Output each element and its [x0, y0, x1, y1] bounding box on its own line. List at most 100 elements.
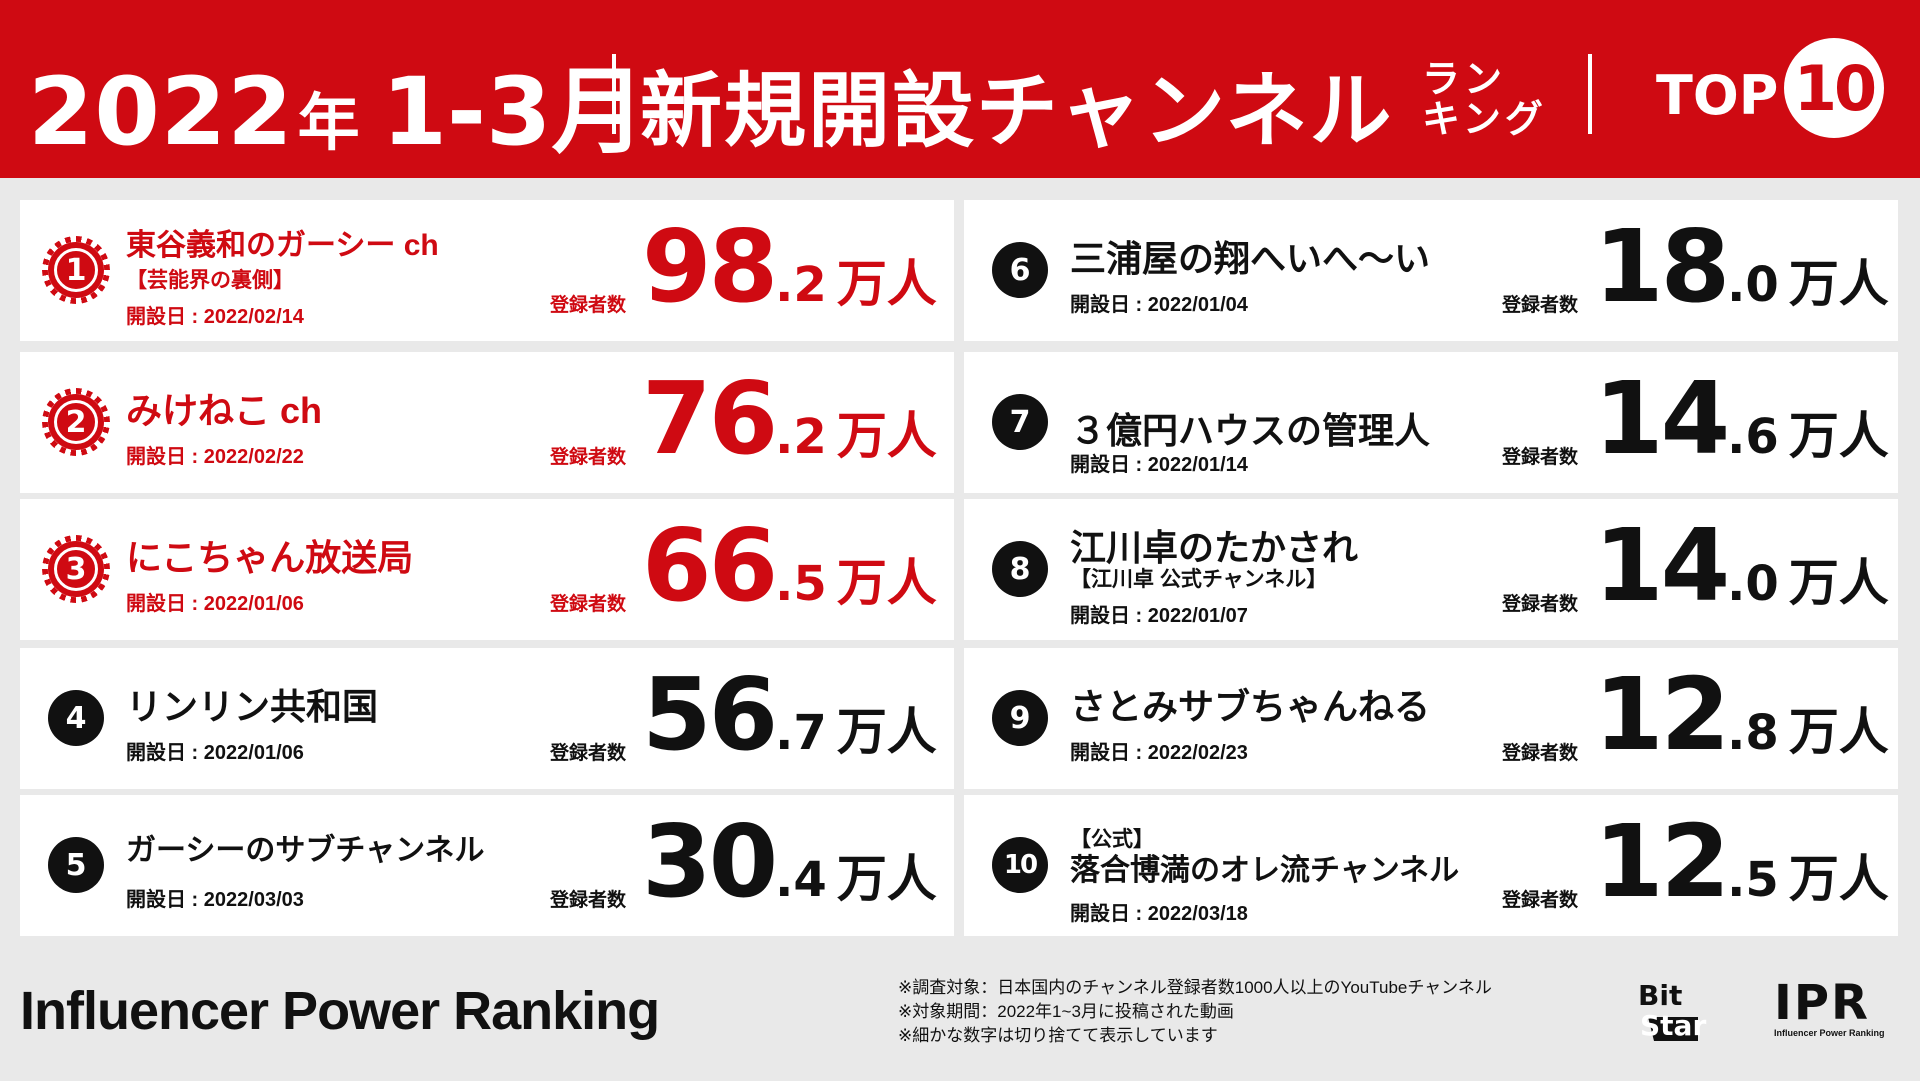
subscriber-count-decimal: .0: [1727, 257, 1779, 313]
bitstar-logo-icon: Bit Star: [1638, 979, 1706, 1042]
subscriber-label: 登録者数: [1502, 890, 1579, 911]
header-divider: [612, 54, 616, 134]
header-banner: 2022 年 1-3月 新規開設チャンネル ラン キング TOP 10: [0, 0, 1920, 178]
channel-name: みけねこ ch: [126, 390, 323, 431]
channel-subtitle: 【芸能界の裏側】: [126, 269, 294, 292]
subscriber-count-decimal: .6: [1727, 409, 1779, 465]
rank-number: 6: [1009, 252, 1031, 288]
svg-text:Bit: Bit: [1638, 979, 1682, 1012]
rank-number: 8: [1009, 551, 1031, 587]
subscriber-label: 登録者数: [1502, 743, 1579, 764]
rank-number: 3: [54, 547, 98, 591]
subscriber-count-integer: 12: [1594, 656, 1730, 773]
subscriber-label: 登録者数: [1502, 594, 1579, 615]
ranking-card: 7 ３億円ハウスの管理人開設日 : 2022/01/14 登録者数 14.6 万人: [964, 352, 1898, 493]
subscriber-count-decimal: .4: [775, 852, 827, 908]
rank-badge: 3: [48, 541, 104, 597]
ranking-card: 1 東谷義和のガーシー ch 【芸能界の裏側】 開設日 : 2022/02/14 登録者…: [20, 200, 954, 341]
footer-note: ※調査対象：日本国内のチャンネル登録者数1000人以上のYouTubeチャンネル: [898, 978, 1492, 997]
subscriber-count-integer: 14: [1594, 507, 1730, 624]
channel-created-date: 開設日 : 2022/03/18: [1070, 903, 1248, 925]
subscriber-count-integer: 12: [1594, 803, 1730, 920]
ranking-card: 5 ガーシーのサブチャンネル 開設日 : 2022/03/03 登録者数 30.4 万人: [20, 795, 954, 936]
ipr-logo-text: IPR: [1774, 975, 1870, 1031]
rank-number: 5: [65, 847, 87, 883]
subscriber-count-unit: 万人: [836, 704, 937, 760]
subscriber-count: 98.2 万人: [642, 208, 937, 325]
subscriber-label: 登録者数: [550, 295, 627, 316]
ranking-card: 2 みけねこ ch 開設日 : 2022/02/22 登録者数 76.2 万人: [20, 352, 954, 493]
rank-number: 4: [65, 700, 87, 736]
subscriber-count-integer: 14: [1594, 360, 1730, 477]
rank-badge: 4: [48, 690, 104, 746]
channel-name: 江川卓のたかされ: [1070, 527, 1359, 568]
subscriber-count-unit: 万人: [836, 851, 937, 907]
subscriber-count-unit: 万人: [836, 555, 937, 611]
bitstar-logo: Bit Star: [1634, 975, 1712, 1045]
rank-badge: 10: [992, 837, 1048, 893]
ranking-card: 6 三浦屋の翔へいへ～い 開設日 : 2022/01/04 登録者数 18.0 万人: [964, 200, 1898, 341]
rank-number: 2: [54, 400, 98, 444]
subscriber-label: 登録者数: [550, 890, 627, 911]
ranking-card: 3 にこちゃん放送局開設日 : 2022/01/06 登録者数 66.5 万人: [20, 499, 954, 640]
subscriber-label: 登録者数: [550, 743, 627, 764]
rank-number: 9: [1009, 700, 1031, 736]
header-period-title: 2022 年 1-3月: [28, 36, 645, 167]
channel-created-date: 開設日 : 2022/03/03: [126, 889, 304, 911]
subscriber-count-unit: 万人: [836, 256, 937, 312]
footer-title: Influencer Power Ranking: [20, 981, 660, 1041]
channel-name: さとみサブちゃんねる: [1070, 686, 1431, 727]
subscriber-count-unit: 万人: [1788, 256, 1889, 312]
footer-note: ※細かな数字は切り捨てて表示しています: [898, 1026, 1218, 1045]
rank-number: 7: [1009, 404, 1031, 440]
subscriber-count-unit: 万人: [836, 408, 937, 464]
header-ranking-line2: キング: [1422, 99, 1547, 141]
channel-created-date: 開設日 : 2022/01/07: [1070, 605, 1248, 627]
subscriber-count-decimal: .5: [775, 556, 827, 612]
subscriber-count: 14.6 万人: [1594, 360, 1889, 477]
subscriber-count-decimal: .5: [1727, 852, 1779, 908]
header-main-title: 新規開設チャンネル: [640, 66, 1394, 157]
channel-name: ３億円ハウスの管理人: [1070, 410, 1431, 451]
subscriber-count-integer: 30: [642, 803, 778, 920]
subscriber-count-unit: 万人: [1788, 555, 1889, 611]
ranking-card: 4 リンリン共和国 開設日 : 2022/01/06 登録者数 56.7 万人: [20, 648, 954, 789]
header-year-suffix: 年: [297, 89, 360, 158]
subscriber-count-decimal: .8: [1727, 705, 1779, 761]
subscriber-count-integer: 66: [642, 507, 778, 624]
ranking-card: 9 さとみサブちゃんねる開設日 : 2022/02/23 登録者数 12.8 万人: [964, 648, 1898, 789]
header-period: 1-3月: [381, 58, 646, 167]
subscriber-count: 76.2 万人: [642, 360, 937, 477]
channel-created-date: 開設日 : 2022/01/14: [1070, 454, 1248, 476]
svg-text:Star: Star: [1640, 1009, 1706, 1042]
subscriber-label: 登録者数: [550, 594, 627, 615]
footer-note: ※対象期間：2022年1~3月に投稿された動画: [898, 1002, 1234, 1021]
channel-name: 落合博満のオレ流チャンネル: [1070, 854, 1460, 887]
channel-created-date: 開設日 : 2022/02/23: [1070, 742, 1248, 764]
subscriber-count: 18.0 万人: [1594, 208, 1889, 325]
channel-created-date: 開設日 : 2022/02/22: [126, 446, 304, 468]
subscriber-label: 登録者数: [1502, 447, 1579, 468]
ranking-card: 8 江川卓のたかされ 【江川卓 公式チャンネル】 開設日 : 2022/01/07 登録…: [964, 499, 1898, 640]
subscriber-count: 12.5 万人: [1594, 803, 1889, 920]
header-top-number-badge: 10: [1784, 38, 1884, 138]
channel-name: 三浦屋の翔へいへ～い: [1070, 238, 1431, 279]
rank-badge: 2: [48, 394, 104, 450]
subscriber-count: 12.8 万人: [1594, 656, 1889, 773]
subscriber-count-unit: 万人: [1788, 408, 1889, 464]
channel-name: にこちゃん放送局: [126, 537, 414, 578]
channel-created-date: 開設日 : 2022/01/06: [126, 593, 304, 615]
subscriber-count-integer: 76: [642, 360, 778, 477]
subscriber-label: 登録者数: [550, 447, 627, 468]
subscriber-count-decimal: .7: [775, 705, 827, 761]
header-ranking-line1: ラン: [1422, 59, 1507, 101]
rank-number: 10: [1003, 850, 1038, 880]
subscriber-count-decimal: .2: [775, 409, 827, 465]
rank-badge: 5: [48, 837, 104, 893]
rank-badge: 8: [992, 541, 1048, 597]
subscriber-count: 14.0 万人: [1594, 507, 1889, 624]
channel-name: 東谷義和のガーシー ch: [126, 229, 439, 262]
header-ranking-label: ラン キング: [1422, 60, 1552, 140]
header-top-label: TOP: [1656, 64, 1779, 127]
ranking-card: 10 【公式】 落合博満のオレ流チャンネル 開設日 : 2022/03/18 登録者数 1…: [964, 795, 1898, 936]
